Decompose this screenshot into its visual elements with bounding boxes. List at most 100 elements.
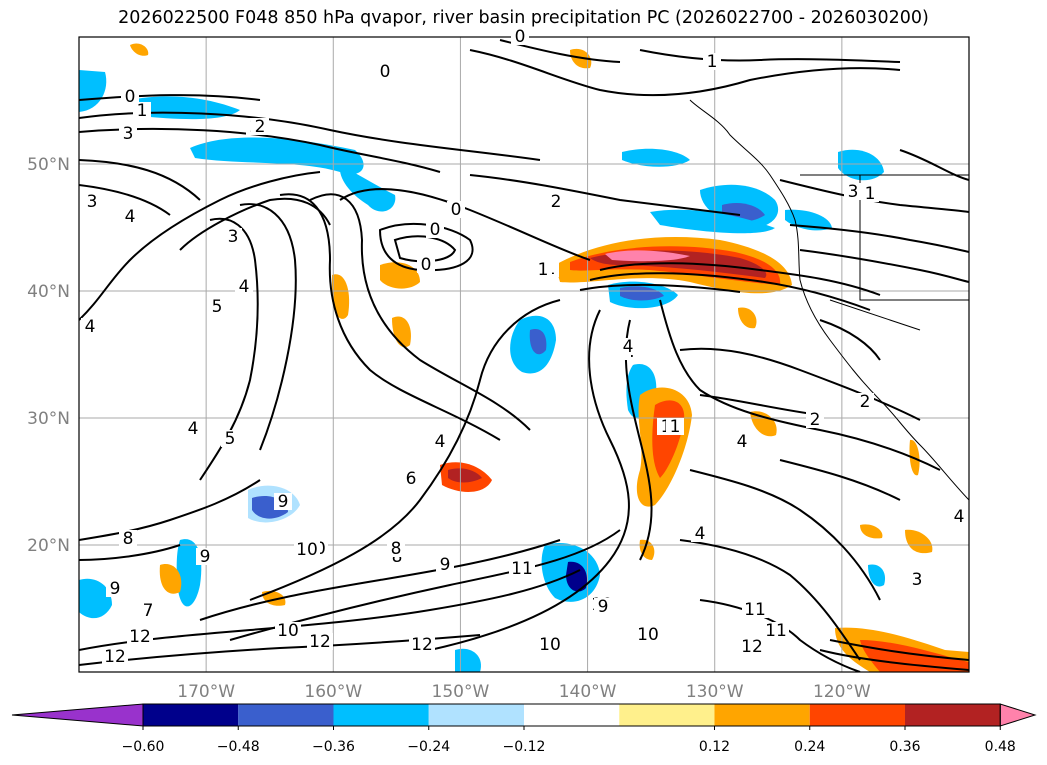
- contour-label-bg: [742, 601, 768, 618]
- contour-label-bg: [691, 525, 709, 542]
- anomaly-shade: [738, 307, 757, 329]
- contour-label: 10: [277, 621, 299, 641]
- contour-label: 4: [239, 277, 250, 297]
- coastline: [689, 99, 969, 501]
- contour-label: 8: [123, 529, 134, 549]
- colorbar-tick-label: −0.24: [407, 739, 450, 755]
- contour-label-bg: [376, 63, 394, 80]
- contour-label: 11: [765, 621, 787, 641]
- contour-label-bg: [83, 193, 101, 210]
- contour-label: 3: [87, 192, 98, 212]
- contour-label-bg: [426, 221, 444, 238]
- contour-label: 0: [380, 62, 391, 82]
- lat-label: 20°N: [27, 536, 70, 556]
- contour-label-bg: [409, 636, 435, 653]
- contour-label: 9: [440, 555, 451, 575]
- contour-label-bg: [537, 636, 563, 653]
- contour-label: 4: [623, 337, 634, 357]
- anomaly-shade: [79, 70, 107, 112]
- lon-label: 160°W: [304, 682, 362, 702]
- contour-label: 12: [411, 635, 433, 655]
- contour-label: 12: [309, 632, 331, 652]
- contour-label-bg: [594, 598, 612, 615]
- anomaly-shade: [860, 524, 883, 539]
- contour-label: 2: [551, 192, 562, 212]
- lon-label: 170°W: [177, 682, 235, 702]
- contour-label-bg: [619, 338, 637, 355]
- contour-label: 10: [637, 625, 659, 645]
- anomaly-shade: [868, 564, 886, 587]
- contour-label-bg: [127, 628, 153, 645]
- contour-label-bg: [509, 560, 535, 577]
- contour-label: 2: [860, 392, 871, 412]
- contour-label-bg: [102, 648, 128, 665]
- contour-label: 0: [451, 200, 462, 220]
- contour-label-bg: [703, 53, 721, 70]
- longitude-labels: 170°W 160°W 150°W 140°W 130°W 120°W: [177, 682, 871, 702]
- contour-label: 11: [511, 559, 533, 579]
- contour-label-bg: [844, 183, 862, 200]
- colorbar-bin: [905, 704, 1001, 726]
- map-title: 2026022500 F048 850 hPa qvapor, river ba…: [118, 8, 929, 28]
- contour-label: 1: [538, 260, 549, 280]
- contour-label-bg: [184, 420, 202, 437]
- colorbar-bin: [143, 704, 239, 726]
- contour-label: 12: [104, 647, 126, 667]
- colorbar-tick-label: −0.12: [503, 739, 546, 755]
- contour-label-bg: [447, 201, 465, 218]
- contour-label: 12: [741, 637, 763, 657]
- anomaly-shade: [448, 468, 482, 483]
- contour-label-bg: [547, 193, 565, 210]
- lat-label: 30°N: [27, 409, 70, 429]
- contour-label-bg: [733, 433, 751, 450]
- contour-label-bg: [221, 430, 239, 447]
- anomaly-shade: [650, 209, 775, 234]
- shaded-anomaly-layer: [79, 43, 969, 672]
- anomaly-shade: [130, 43, 149, 56]
- colorbar-tick-label: −0.36: [312, 739, 355, 755]
- colorbar-tick-label: 0.36: [889, 739, 920, 755]
- colorbar-tick-label: −0.48: [217, 739, 260, 755]
- contour-label-bg: [235, 278, 253, 295]
- contour-label: 4: [125, 207, 136, 227]
- contour-label: 10: [539, 635, 561, 655]
- anomaly-shade: [605, 250, 690, 262]
- contour-label: 2: [810, 410, 821, 430]
- contour-labels: 0123344445456889991010101011111112121212…: [81, 27, 968, 667]
- contour-label-bg: [139, 602, 157, 619]
- anomaly-shade: [905, 529, 933, 554]
- anomaly-shade: [860, 640, 969, 672]
- contour-label: 1: [670, 417, 681, 437]
- contour-label: 4: [188, 419, 199, 439]
- colorbar-tick-label: 0.24: [794, 739, 825, 755]
- contour-label: 7: [143, 601, 154, 621]
- colorbar-tick-label: 0.12: [699, 739, 730, 755]
- contour-label-bg: [402, 470, 420, 487]
- anomaly-shade: [620, 286, 664, 301]
- contour-label: 4: [435, 432, 446, 452]
- contour-label: 1: [707, 52, 718, 72]
- anomaly-shade: [79, 578, 112, 619]
- contour-label-bg: [294, 541, 320, 558]
- contour-label-bg: [121, 88, 139, 105]
- colorbar-bin: [428, 704, 524, 726]
- colorbar-bin: [333, 704, 429, 726]
- latitude-labels: 50°N 40°N 30°N 20°N: [27, 155, 70, 556]
- colorbar-extend-low-outline: [11, 703, 144, 727]
- lon-label: 130°W: [686, 682, 744, 702]
- contour-label-bg: [119, 530, 137, 547]
- lon-label: 120°W: [813, 682, 871, 702]
- anomaly-shade: [332, 274, 350, 319]
- contour-label: 0: [430, 220, 441, 240]
- contour-label: 9: [200, 547, 211, 567]
- contour-label-bg: [856, 393, 874, 410]
- contour-label: 1: [137, 101, 148, 121]
- lon-label: 140°W: [559, 682, 617, 702]
- anomaly-shade: [838, 149, 884, 181]
- contour-label: 0: [421, 255, 432, 275]
- lat-label: 40°N: [27, 282, 70, 302]
- contour-label: 11: [744, 600, 766, 620]
- anomaly-shade: [176, 539, 202, 607]
- colorbar-bin: [809, 704, 905, 726]
